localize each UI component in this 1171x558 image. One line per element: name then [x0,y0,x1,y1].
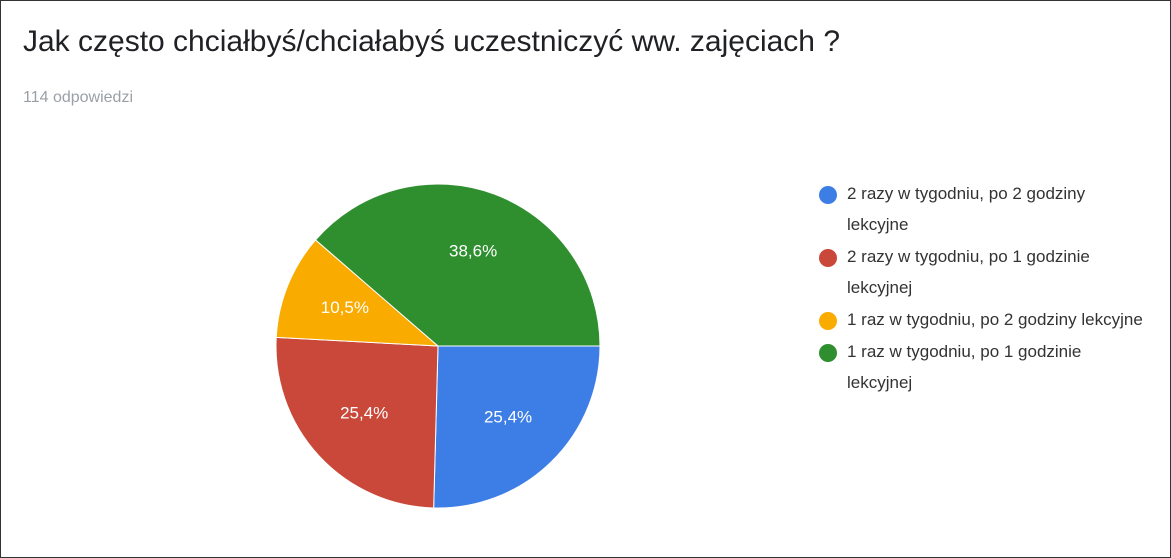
legend-label: 2 razy w tygodniu, po 2 godziny lekcyjne [847,184,1086,234]
pie-slice [314,183,601,347]
legend: 2 razy w tygodniu, po 2 godziny lekcyjne… [819,183,1149,404]
pie-slice [275,336,439,509]
legend-item: 1 raz w tygodniu, po 1 godzinie lekcyjne… [819,341,1149,398]
data-label: 10,5% [321,298,369,317]
legend-item: 2 razy w tygodniu, po 1 godzinie lekcyjn… [819,246,1149,303]
chart-title: Jak często chciałbyś/chciałabyś uczestni… [23,25,841,58]
pie-slice [275,239,440,347]
legend-item: 1 raz w tygodniu, po 2 godziny lekcyjne [819,309,1149,335]
data-label: 38,6% [449,241,497,260]
legend-swatch [819,312,837,330]
data-label: 25,4% [484,407,532,426]
legend-label: 1 raz w tygodniu, po 1 godzinie lekcyjne… [847,342,1082,392]
legend-swatch [819,249,837,267]
data-label: 25,4% [340,404,388,423]
legend-label: 2 razy w tygodniu, po 1 godzinie lekcyjn… [847,247,1090,297]
legend-label: 1 raz w tygodniu, po 2 godziny lekcyjne [847,310,1143,329]
chart-subtitle: 114 odpowiedzi [23,89,134,106]
pie-slice [433,345,601,509]
legend-item: 2 razy w tygodniu, po 2 godziny lekcyjne [819,183,1149,240]
legend-swatch [819,186,837,204]
legend-swatch [819,344,837,362]
